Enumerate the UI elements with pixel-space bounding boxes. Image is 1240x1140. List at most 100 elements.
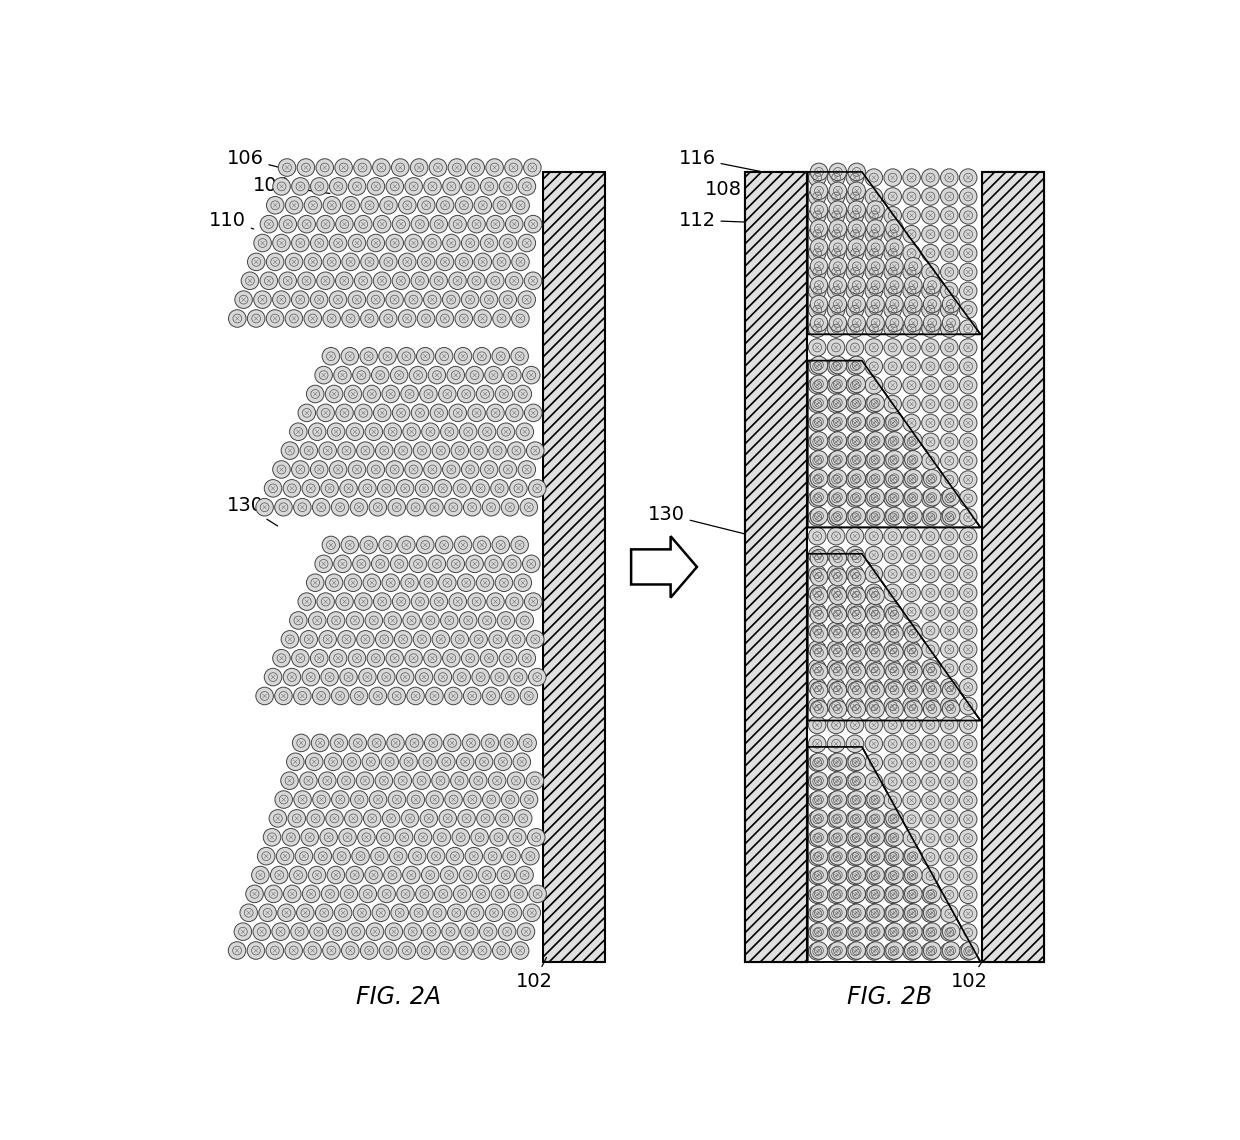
Circle shape: [304, 942, 321, 959]
Polygon shape: [249, 356, 542, 519]
Circle shape: [884, 358, 901, 375]
Circle shape: [372, 904, 389, 921]
Circle shape: [310, 234, 329, 252]
Circle shape: [960, 433, 977, 450]
Circle shape: [867, 507, 884, 524]
Circle shape: [884, 244, 901, 262]
Circle shape: [340, 668, 357, 686]
Circle shape: [885, 413, 903, 431]
Circle shape: [365, 866, 382, 884]
Circle shape: [331, 791, 350, 808]
Circle shape: [357, 630, 374, 649]
Circle shape: [376, 442, 393, 459]
Circle shape: [846, 376, 864, 394]
Circle shape: [866, 905, 883, 922]
Bar: [982, 172, 1044, 962]
Circle shape: [904, 276, 923, 294]
Circle shape: [379, 253, 397, 270]
Circle shape: [482, 498, 500, 516]
Circle shape: [511, 348, 528, 365]
Circle shape: [325, 573, 343, 592]
Circle shape: [384, 612, 402, 629]
Circle shape: [503, 366, 521, 384]
Circle shape: [827, 943, 844, 960]
Circle shape: [446, 366, 465, 384]
Circle shape: [458, 385, 475, 402]
Circle shape: [376, 630, 393, 649]
Circle shape: [352, 555, 371, 572]
Circle shape: [326, 809, 343, 828]
Circle shape: [523, 158, 541, 177]
Circle shape: [866, 471, 883, 488]
Circle shape: [446, 847, 464, 865]
Circle shape: [867, 488, 884, 506]
Circle shape: [808, 848, 826, 865]
Circle shape: [497, 423, 515, 440]
Circle shape: [476, 385, 494, 402]
Circle shape: [827, 263, 844, 280]
Circle shape: [337, 630, 356, 649]
Circle shape: [382, 385, 399, 402]
Circle shape: [830, 163, 847, 181]
Circle shape: [940, 471, 959, 488]
Circle shape: [810, 662, 828, 681]
Circle shape: [830, 488, 847, 506]
Text: FIG. 2B: FIG. 2B: [847, 985, 932, 1009]
Circle shape: [512, 253, 529, 270]
Circle shape: [921, 716, 939, 734]
Circle shape: [903, 244, 920, 262]
Circle shape: [904, 847, 923, 865]
Circle shape: [904, 885, 923, 903]
Circle shape: [298, 593, 315, 610]
Circle shape: [497, 866, 515, 884]
Circle shape: [827, 754, 844, 772]
Circle shape: [394, 630, 412, 649]
Circle shape: [903, 263, 920, 280]
Circle shape: [316, 158, 334, 177]
Circle shape: [904, 295, 923, 312]
Circle shape: [403, 612, 420, 629]
Circle shape: [827, 471, 844, 488]
Circle shape: [474, 536, 491, 554]
Circle shape: [305, 754, 322, 771]
Circle shape: [960, 848, 977, 865]
Circle shape: [960, 735, 977, 752]
Circle shape: [388, 791, 405, 808]
Circle shape: [830, 904, 847, 921]
Circle shape: [830, 772, 847, 789]
Circle shape: [960, 621, 977, 640]
Circle shape: [940, 282, 959, 300]
Circle shape: [940, 320, 959, 337]
Circle shape: [418, 196, 435, 214]
Circle shape: [512, 310, 529, 327]
Circle shape: [808, 698, 826, 715]
Circle shape: [810, 568, 828, 586]
Circle shape: [810, 754, 828, 771]
Circle shape: [866, 943, 883, 960]
Circle shape: [848, 754, 866, 771]
Circle shape: [360, 885, 377, 903]
Circle shape: [848, 315, 866, 332]
Circle shape: [867, 847, 884, 865]
Circle shape: [866, 376, 883, 394]
Circle shape: [960, 830, 977, 847]
Circle shape: [248, 253, 265, 270]
Circle shape: [867, 201, 884, 219]
Circle shape: [459, 612, 477, 629]
Circle shape: [228, 310, 246, 327]
Circle shape: [808, 358, 826, 375]
Text: 110: 110: [208, 211, 254, 229]
Circle shape: [422, 612, 439, 629]
Circle shape: [810, 942, 828, 959]
Circle shape: [960, 905, 977, 922]
Circle shape: [884, 451, 901, 470]
Circle shape: [846, 621, 864, 640]
Circle shape: [486, 215, 505, 233]
Circle shape: [884, 868, 901, 885]
Circle shape: [924, 315, 941, 332]
Circle shape: [827, 301, 844, 318]
Circle shape: [810, 238, 828, 256]
Circle shape: [398, 348, 415, 365]
Circle shape: [866, 735, 883, 752]
Circle shape: [924, 295, 941, 312]
